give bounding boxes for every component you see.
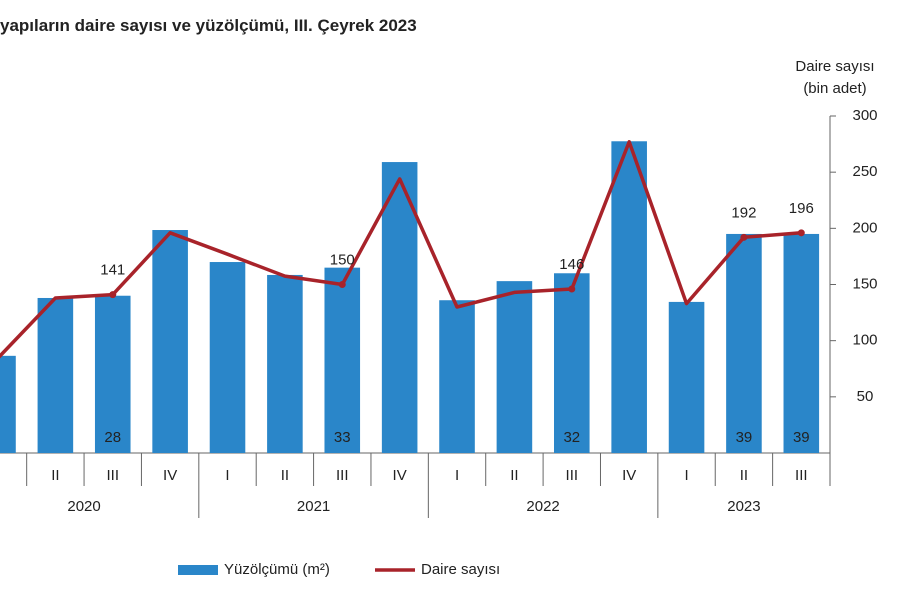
bar <box>324 267 361 453</box>
line-value-label: 196 <box>789 200 814 217</box>
bar <box>209 262 246 453</box>
line-value-label: 192 <box>731 204 756 221</box>
x-tick-label: I <box>455 467 459 484</box>
line-value-label: 141 <box>100 262 125 279</box>
x-tick-label: III <box>566 467 579 484</box>
y2-tick-label: 200 <box>852 219 877 236</box>
line-point <box>109 291 117 299</box>
line-value-label: 146 <box>559 256 584 273</box>
bar <box>496 281 533 453</box>
bar <box>668 301 705 453</box>
line-point <box>568 285 576 293</box>
bar <box>554 273 590 453</box>
x-tick-label: IV <box>393 467 407 484</box>
bar <box>0 355 16 453</box>
y2-tick-label: 250 <box>852 163 877 180</box>
bar <box>726 233 762 453</box>
x-tick-label: III <box>795 467 808 484</box>
x-tick-label: II <box>510 467 518 484</box>
y2-axis-title: Daire sayısı <box>795 58 874 75</box>
bar-value-label: 33 <box>334 429 351 446</box>
bar <box>439 300 475 453</box>
group-label: 2023 <box>727 498 760 515</box>
legend-swatch <box>178 565 218 575</box>
bar <box>381 162 418 453</box>
line-value-label: 150 <box>330 251 355 268</box>
y2-tick-label: 150 <box>852 275 877 292</box>
bar <box>783 233 820 453</box>
x-tick-label: IV <box>622 467 636 484</box>
group-label: 2022 <box>526 498 559 515</box>
bar <box>152 230 188 453</box>
bar <box>267 274 303 453</box>
y2-tick-label: 100 <box>852 332 877 349</box>
bar-value-label: 39 <box>736 429 753 446</box>
bar-value-label: 32 <box>563 429 580 446</box>
bar-value-label: 28 <box>104 429 121 446</box>
x-tick-label: I <box>225 467 229 484</box>
group-label: 2020 <box>67 498 100 515</box>
line <box>0 140 802 359</box>
y2-tick-label: 300 <box>852 107 877 124</box>
line-point <box>797 229 805 237</box>
x-tick-label: I <box>684 467 688 484</box>
y2-tick-label: 50 <box>857 388 874 405</box>
legend-label: Daire sayısı <box>421 561 500 578</box>
line-point <box>338 281 346 288</box>
legend-label: Yüzölçümü (m²) <box>224 561 330 578</box>
bar <box>94 295 131 453</box>
x-tick-label: II <box>740 467 748 484</box>
x-tick-label: II <box>51 467 59 484</box>
line-point <box>740 233 748 241</box>
x-tick-label: III <box>336 467 349 484</box>
bar <box>611 141 647 453</box>
x-tick-label: II <box>281 467 289 484</box>
bar-value-label: 39 <box>793 429 810 446</box>
bar <box>37 297 74 453</box>
y2-axis-title: (bin adet) <box>803 80 866 97</box>
chart-title: yapıların daire sayısı ve yüzölçümü, III… <box>0 16 417 35</box>
x-tick-label: III <box>106 467 119 484</box>
group-label: 2021 <box>297 498 330 515</box>
x-tick-label: IV <box>163 467 177 484</box>
